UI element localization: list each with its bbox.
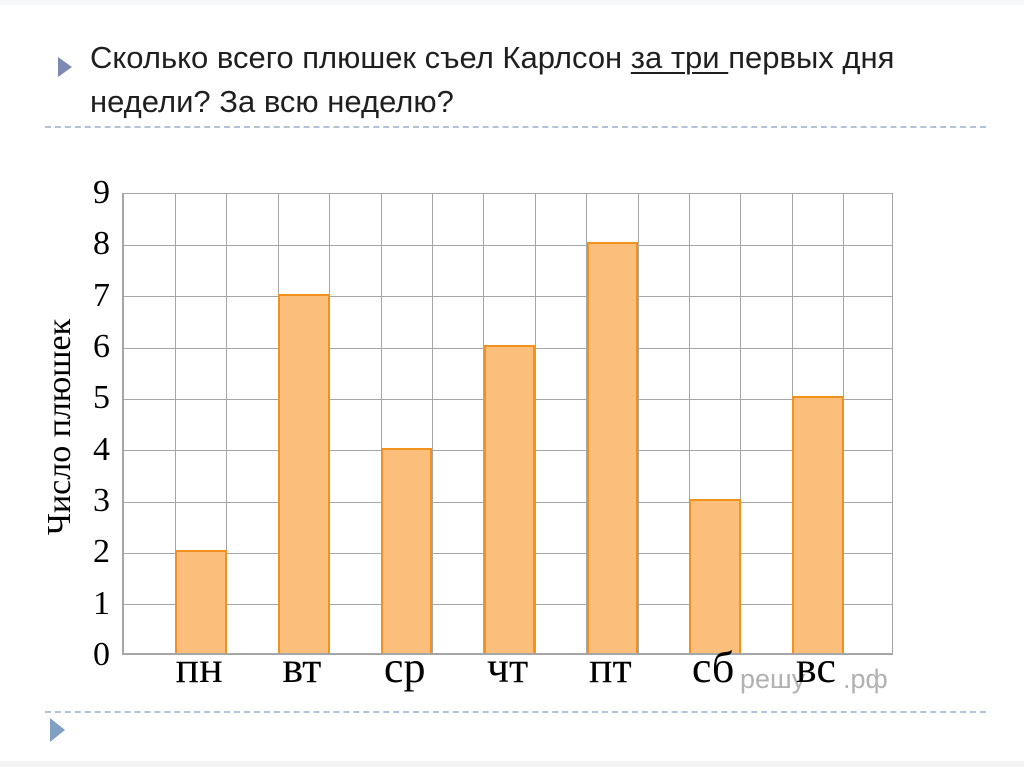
bar-пт <box>586 242 638 653</box>
bar-вс <box>792 396 844 653</box>
y-tick-label: 2 <box>93 533 110 571</box>
y-tick-label: 4 <box>93 430 110 468</box>
x-tick-label: чт <box>486 643 529 692</box>
x-tick-label: вт <box>282 643 322 692</box>
x-tick-label: сб <box>691 643 735 692</box>
gridline-vertical <box>637 194 639 653</box>
gridline-vertical <box>688 194 690 653</box>
gridline-horizontal <box>124 244 892 246</box>
plot-area <box>122 193 893 655</box>
x-tick-label: ср <box>383 643 426 692</box>
x-tick-label: вс <box>795 643 836 692</box>
title-text-line2: недели? За всю неделю? <box>90 84 454 119</box>
y-tick-label: 3 <box>93 482 110 519</box>
y-tick-label: 1 <box>93 584 110 622</box>
bottom-edge-strip <box>0 761 1024 767</box>
watermark-right-fragment: .рф <box>843 664 888 694</box>
title-text-2: первых дня <box>728 40 895 75</box>
watermark-left-fragment: решу <box>740 664 806 694</box>
title-text-1: Сколько всего плюшек съел Карлсон <box>90 40 631 75</box>
bar-пн <box>175 550 227 653</box>
y-tick-label: 9 <box>93 174 110 211</box>
x-tick-label: пн <box>175 643 223 692</box>
y-tick-label: 6 <box>93 328 110 365</box>
gridline-vertical <box>431 194 433 653</box>
gridline-vertical <box>226 194 228 653</box>
question-title: Сколько всего плюшек съел Карлсон за три… <box>90 36 990 124</box>
bar-вт <box>278 293 330 653</box>
gridline-vertical <box>843 194 845 653</box>
y-tick-label: 5 <box>93 379 110 417</box>
gridline-vertical <box>534 194 536 653</box>
title-separator-line <box>45 126 986 128</box>
gridline-horizontal <box>124 296 892 298</box>
bullet-triangle-icon <box>58 57 72 77</box>
y-tick-label: 8 <box>93 225 110 263</box>
title-underlined-text: за три <box>630 40 729 75</box>
bar-сб <box>689 499 741 653</box>
footer-triangle-icon <box>50 718 65 742</box>
bar-ср <box>381 447 433 653</box>
gridline-vertical <box>380 194 382 653</box>
y-tick-label: 0 <box>93 636 110 673</box>
x-tick-label: пт <box>588 643 632 692</box>
y-tick-label: 7 <box>93 276 110 314</box>
top-edge-strip <box>0 0 1024 5</box>
gridline-vertical <box>329 194 331 653</box>
bar-чт <box>483 345 536 653</box>
gridline-vertical <box>174 194 176 653</box>
footer-separator-line <box>45 711 986 713</box>
gridline-vertical <box>740 194 742 653</box>
